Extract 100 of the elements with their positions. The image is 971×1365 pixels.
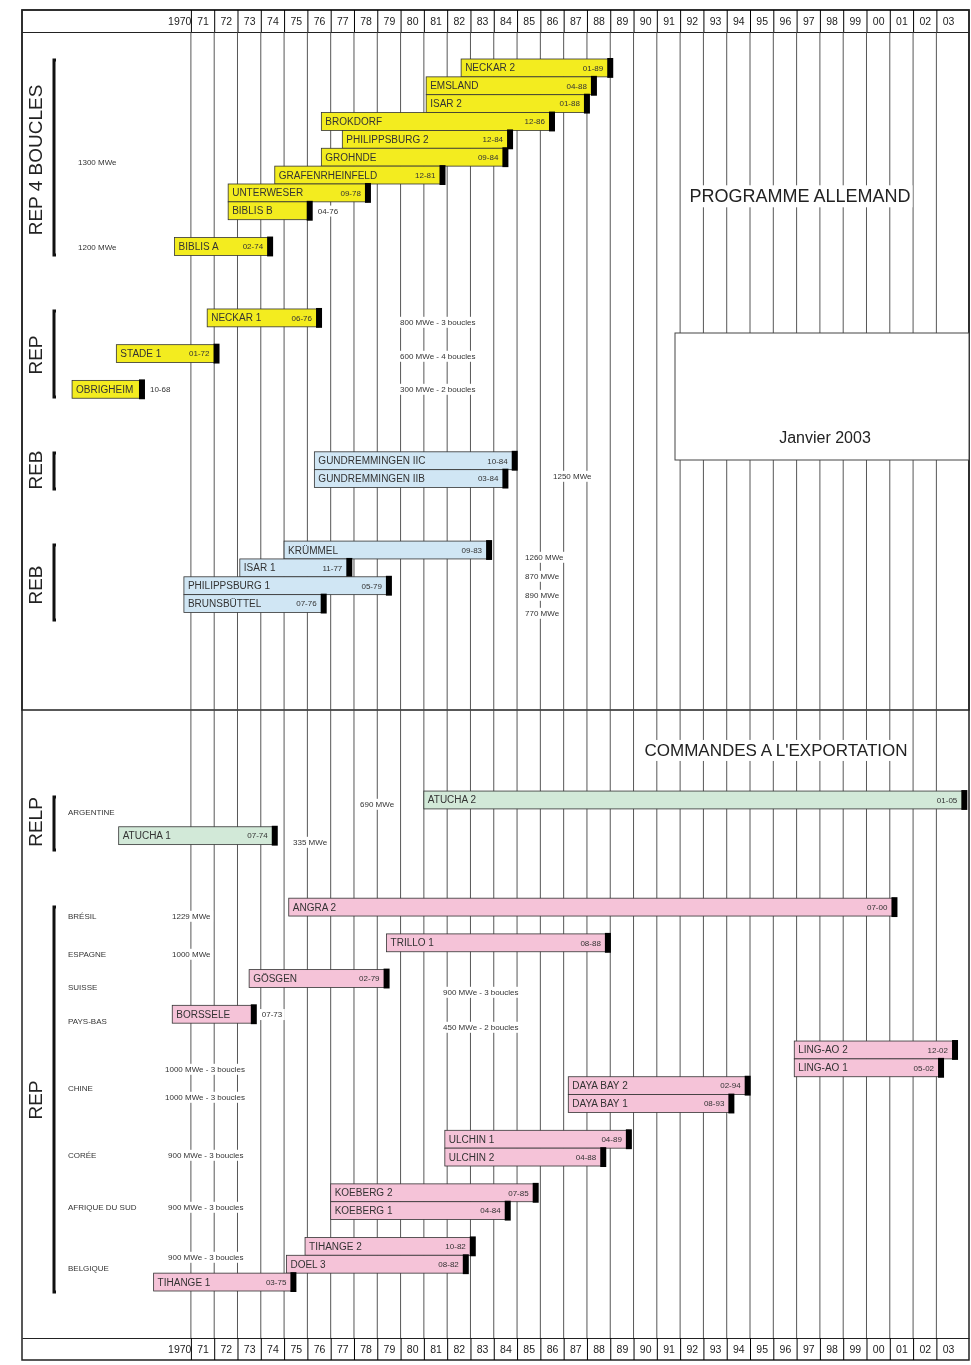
data-label: 01-72: [189, 349, 211, 359]
data-label: 01-89: [582, 63, 604, 73]
annotation: AFRIQUE DU SUD: [68, 1202, 137, 1212]
x-tick-label: 74: [267, 14, 279, 27]
x2-tick-label: 97: [802, 1342, 815, 1355]
annotation: ESPAGNE: [68, 949, 107, 959]
annotation: 900 MWe - 3 boucles: [168, 1150, 244, 1160]
y-tick-label: BIBLIS B: [232, 205, 274, 217]
y-tick-label: STADE 1: [120, 348, 162, 360]
annotation: REB: [24, 565, 46, 605]
x-tick-label: 93: [709, 14, 722, 27]
y-tick-label: TIHANGE 2: [309, 1240, 363, 1252]
data-label: 12-86: [524, 117, 546, 127]
annotation: REB: [24, 450, 46, 490]
data-label: 05-02: [913, 1063, 935, 1073]
data-label: 06-76: [291, 313, 313, 323]
y-tick-label: ANGRA 2: [292, 901, 337, 913]
annotation: CORÉE: [68, 1150, 97, 1160]
x2-tick-label: 01: [896, 1342, 908, 1355]
data-label: 07-73: [261, 1010, 283, 1020]
annotation: 900 MWe - 3 boucles: [168, 1252, 244, 1262]
annotation: BELGIQUE: [68, 1263, 109, 1273]
data-label: 08-88: [580, 938, 602, 948]
x-tick-label: 92: [686, 14, 699, 27]
x-tick-label: 85: [523, 14, 536, 27]
annotation: 1300 MWe: [78, 157, 118, 167]
x2-tick-label: 81: [430, 1342, 443, 1355]
annotation: BRÉSIL: [68, 911, 98, 921]
x2-tick-label: 75: [290, 1342, 303, 1355]
data-label: 12-81: [415, 170, 437, 180]
y-tick-label: EMSLAND: [430, 80, 479, 92]
x2-tick-label: 82: [453, 1342, 466, 1355]
y-tick-label: GUNDREMMINGEN IIB: [318, 473, 426, 485]
x-tick-label: 72: [220, 14, 233, 27]
annotation: 1000 MWe: [172, 949, 212, 959]
y-tick-label: TIHANGE 1: [157, 1276, 211, 1288]
annotation: REP: [24, 1080, 46, 1120]
x2-tick-label: 00: [872, 1342, 885, 1355]
x-tick-label: 84: [500, 14, 512, 27]
annotation: 300 MWe - 2 boucles: [400, 384, 476, 394]
data-label: 08-93: [703, 1099, 725, 1109]
x-tick-label: 91: [663, 14, 675, 27]
x-tick-label: 73: [243, 14, 256, 27]
x-tick-label: 76: [313, 14, 326, 27]
y-tick-label: LING-AO 2: [798, 1044, 849, 1056]
y-tick-label: ISAR 2: [430, 98, 463, 110]
data-label: 07-00: [866, 902, 888, 912]
x2-tick-label: 72: [220, 1342, 233, 1355]
y-tick-label: ULCHIN 2: [448, 1151, 495, 1163]
x-tick-label: 95: [756, 14, 769, 27]
y-tick-label: KOEBERG 1: [334, 1205, 393, 1217]
y-tick-label: LING-AO 1: [798, 1062, 849, 1074]
data-label: 07-85: [508, 1188, 530, 1198]
annotation: 770 MWe: [525, 608, 560, 618]
y-tick-label: GROHNDE: [325, 151, 377, 163]
annotation: PROGRAMME ALLEMAND: [689, 186, 911, 207]
x2-tick-label: 91: [663, 1342, 675, 1355]
x2-tick-label: 92: [686, 1342, 699, 1355]
data-label: 04-84: [480, 1206, 502, 1216]
x2-tick-label: 80: [406, 1342, 419, 1355]
data-label: 04-88: [575, 1152, 597, 1162]
data-label: 01-88: [559, 99, 581, 109]
x2-tick-label: 87: [569, 1342, 582, 1355]
annotation: 890 MWe: [525, 590, 560, 600]
x-tick-label: 1970: [168, 14, 192, 27]
x2-tick-label: 77: [336, 1342, 349, 1355]
y-tick-label: GUNDREMMINGEN IIC: [318, 455, 426, 467]
x-tick-label: 89: [616, 14, 629, 27]
x-tick-label: 94: [733, 14, 745, 27]
annotation: 1260 MWe: [525, 552, 565, 562]
y-tick-label: NECKAR 1: [211, 312, 262, 324]
annotation: 800 MWe - 3 boucles: [400, 317, 476, 327]
x2-tick-label: 76: [313, 1342, 326, 1355]
annotation: REP 4 BOUCLES: [24, 84, 46, 236]
y-tick-label: NECKAR 2: [465, 62, 516, 74]
x2-tick-label: 02: [919, 1342, 932, 1355]
data-label: 10-68: [149, 385, 171, 395]
y-tick-label: ULCHIN 1: [448, 1133, 495, 1145]
annotation: CHINE: [68, 1083, 93, 1093]
x2-tick-label: 71: [197, 1342, 210, 1355]
x2-tick-label: 90: [639, 1342, 652, 1355]
y-tick-label: DAYA BAY 1: [572, 1098, 629, 1110]
x-tick-label: 90: [639, 14, 652, 27]
annotation: 600 MWe - 4 boucles: [400, 351, 476, 361]
annotation: RELP: [24, 797, 46, 847]
x2-tick-label: 78: [360, 1342, 373, 1355]
annotation: 335 MWe: [293, 837, 328, 847]
data-label: 12-84: [482, 135, 504, 145]
annotation: 1229 MWe: [172, 911, 212, 921]
x-tick-label: 03: [942, 14, 955, 27]
data-label: 12-02: [927, 1045, 949, 1055]
x2-tick-label: 86: [546, 1342, 559, 1355]
data-label: 02-79: [359, 974, 381, 984]
annotation: Janvier 2003: [779, 428, 871, 446]
data-label: 02-94: [720, 1081, 742, 1091]
annotation: 1200 MWe: [78, 242, 118, 252]
data-label: 09-78: [340, 188, 362, 198]
annotation: 900 MWe - 3 boucles: [168, 1202, 244, 1212]
data-label: 07-76: [296, 599, 318, 609]
y-tick-label: PHILIPPSBURG 1: [187, 580, 271, 592]
